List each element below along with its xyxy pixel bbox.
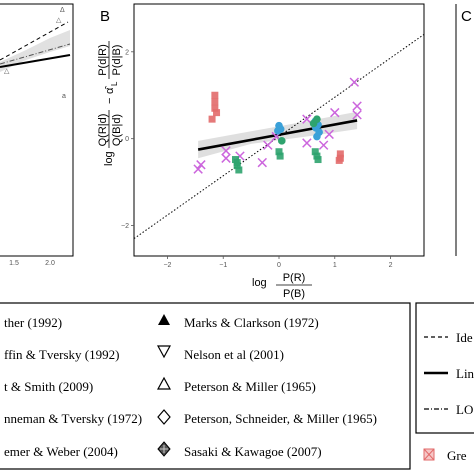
data-point-circle <box>313 132 321 141</box>
data-point-square <box>211 104 219 112</box>
filled-triangle-icon <box>158 314 170 325</box>
x-tick-label: −1 <box>219 262 227 269</box>
legend-label: ther (1992) <box>4 315 62 330</box>
legend-label: Ide <box>456 330 473 345</box>
legend: ther (1992) ffin & Tversky (1992) t & Sm… <box>0 302 474 470</box>
data-point-circle <box>313 115 321 123</box>
x-tick-label: −2 <box>163 262 171 269</box>
panel-a-frame <box>0 3 74 257</box>
legend-label: Nelson et al (2001) <box>184 347 284 362</box>
data-point-square <box>276 152 284 160</box>
x-tick-label: 1 <box>333 262 337 269</box>
y-title-log: log <box>103 151 115 166</box>
y-title-num2: P(d|R) <box>97 44 109 76</box>
panel-a-x-tick: 1.5 <box>9 260 19 267</box>
panel-a-symbol: △ <box>4 68 10 75</box>
data-point-x <box>193 164 203 174</box>
x-title-den: P(B) <box>283 288 305 300</box>
panel-b-plot-area: −2 −1 0 1 2 −2 0 2 <box>121 34 425 269</box>
legend-label: nneman & Tversky (1972) <box>4 411 142 426</box>
legend-box <box>0 302 411 470</box>
x-title-num: P(R) <box>283 272 306 284</box>
legend-label: Gre <box>447 448 467 463</box>
open-triangle-icon <box>156 376 172 390</box>
data-point-circle <box>274 127 282 135</box>
y-title-sub: L <box>110 81 119 86</box>
legend-label: Lin <box>456 366 474 381</box>
legend-label: Peterson & Miller (1965) <box>184 379 316 394</box>
open-diamond-icon <box>157 409 171 425</box>
y-title-num1: Q(R|d) <box>97 114 109 147</box>
legend-label: ffin & Tversky (1992) <box>4 347 119 362</box>
y-tick-label: 2 <box>125 49 129 56</box>
data-point-x <box>196 160 206 170</box>
panel-a-small-mark: a <box>62 93 66 100</box>
data-point-x <box>318 140 329 150</box>
filled-diamond-icon <box>157 441 171 457</box>
data-point-square <box>208 115 216 123</box>
panel-b-x-axis-title: log P(R) P(B) <box>252 272 312 300</box>
data-point-x <box>263 140 273 150</box>
y-tick-label: 0 <box>125 136 129 143</box>
y-title-minus: − <box>104 98 116 104</box>
legend-label: LO <box>456 402 473 417</box>
panel-b-y-axis-title: log Q(R|d) Q(B|d) − α̂ L P(d|R) P(d|B) <box>97 41 123 166</box>
data-point-x <box>221 153 231 163</box>
data-point-square <box>335 156 343 164</box>
x-tick-label: 0 <box>277 262 281 269</box>
panel-a-identity-line <box>0 21 69 61</box>
panel-a-small-mark: Δ <box>60 7 65 14</box>
panel-a-symbol: △ <box>56 17 62 24</box>
panel-a-ci-band <box>0 30 70 72</box>
data-point-x <box>257 157 267 168</box>
data-point-square <box>314 156 322 164</box>
data-point-square <box>211 91 219 99</box>
legend-label: emer & Weber (2004) <box>4 444 118 459</box>
data-point-x <box>330 107 340 118</box>
data-point-x <box>349 77 360 87</box>
data-point-x <box>221 146 231 156</box>
data-point-square <box>213 109 221 117</box>
data-point-square <box>336 150 344 158</box>
legend-label: Marks & Clarkson (1972) <box>184 315 319 330</box>
panel-a-x-tick: 2.0 <box>45 260 55 267</box>
data-point-square <box>311 148 319 156</box>
legend-box-lines <box>415 302 474 434</box>
panel-b-letter: B <box>100 8 110 25</box>
y-title-den2: P(d|B) <box>111 45 123 76</box>
panel-a: △ △ Δ a 1.5 2.0 <box>0 3 74 267</box>
panel-a-linear-fit <box>0 54 71 68</box>
legend-label: t & Smith (2009) <box>4 379 93 394</box>
data-point-square <box>235 166 243 174</box>
data-point-x <box>352 110 362 120</box>
x-tick-label: 2 <box>389 262 393 269</box>
data-point-square <box>275 148 283 156</box>
panel-c-letter: C <box>461 8 472 25</box>
y-tick-label: −2 <box>121 223 129 230</box>
crossed-square-icon <box>423 448 435 461</box>
data-point-square <box>233 162 241 170</box>
data-point-circle <box>277 137 286 145</box>
legend-label: Sasaki & Kawagoe (2007) <box>184 444 322 459</box>
panel-a-loess-line <box>0 43 71 65</box>
data-point-x <box>352 101 362 111</box>
y-title-alpha: α̂ <box>104 86 116 94</box>
data-point-x <box>302 114 312 124</box>
x-title-log: log <box>252 277 267 289</box>
data-point-square <box>211 98 219 106</box>
legend-label: Peterson, Schneider, & Miller (1965) <box>184 411 377 426</box>
data-point-x <box>324 129 334 140</box>
data-point-square <box>232 156 239 164</box>
data-point-x <box>302 138 312 148</box>
y-title-den1: Q(B|d) <box>111 114 123 146</box>
open-down-triangle-icon <box>156 345 172 359</box>
